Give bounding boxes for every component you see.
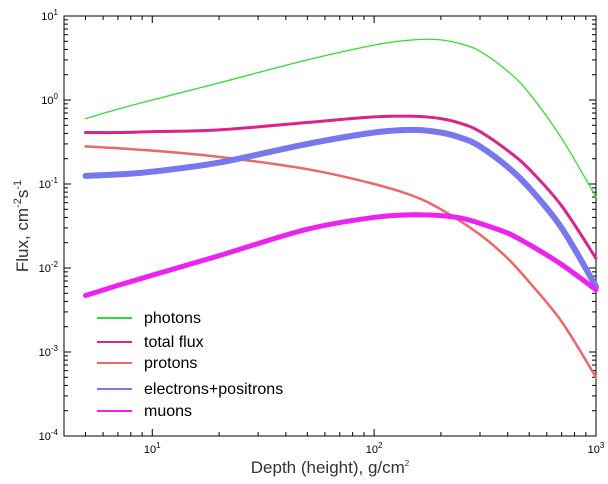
y-tick-base: 10 xyxy=(39,179,51,191)
y-tick-label: 101 xyxy=(41,8,58,23)
series-layer xyxy=(82,38,599,379)
y-tick-base: 10 xyxy=(41,11,53,23)
x-tick-base: 10 xyxy=(588,444,600,456)
series-line-electrons-positrons xyxy=(82,126,599,290)
legend-label: electrons+positrons xyxy=(144,381,283,398)
legend-label: photons xyxy=(144,310,201,327)
y-axis-label: Flux, cm-2s-1 xyxy=(12,180,32,272)
legend-label: muons xyxy=(144,403,192,420)
y-tick-exp: 1 xyxy=(54,8,59,17)
y-tick-label: 100 xyxy=(41,92,58,107)
legend-label: protons xyxy=(144,355,197,372)
y-tick-label: 10-2 xyxy=(39,260,59,275)
y-tick-label: 10-1 xyxy=(39,176,59,191)
y-tick-label: 10-3 xyxy=(39,344,59,359)
legend-label: total flux xyxy=(144,334,204,351)
x-tick-base: 10 xyxy=(144,444,156,456)
y-tick-exp: -3 xyxy=(51,344,59,353)
series-line-photons xyxy=(84,38,597,198)
series-line-protons xyxy=(84,145,598,379)
x-tick-exp: 3 xyxy=(600,441,605,450)
x-tick-exp: 1 xyxy=(156,441,161,450)
x-axis-label: Depth (height), g/cm2 xyxy=(251,458,410,477)
y-tick-base: 10 xyxy=(41,95,53,107)
y-tick-exp: 0 xyxy=(54,92,59,101)
y-tick-base: 10 xyxy=(39,431,51,443)
plot-frame xyxy=(63,15,597,437)
y-tick-exp: -1 xyxy=(51,176,59,185)
y-tick-exp: -2 xyxy=(51,260,59,269)
x-tick-exp: 2 xyxy=(378,441,383,450)
series-line-total-flux xyxy=(84,114,598,260)
x-tick-label: 102 xyxy=(366,441,383,456)
y-tick-exp: -4 xyxy=(51,428,59,437)
y-tick-label: 10-4 xyxy=(39,428,59,443)
x-tick-label: 101 xyxy=(144,441,161,456)
legend: photons total flux protons electrons+positr… xyxy=(97,310,283,420)
x-tick-label: 103 xyxy=(588,441,605,456)
series-line-muons xyxy=(83,212,599,298)
y-tick-base: 10 xyxy=(39,347,51,359)
y-tick-base: 10 xyxy=(39,263,51,275)
x-tick-base: 10 xyxy=(366,444,378,456)
